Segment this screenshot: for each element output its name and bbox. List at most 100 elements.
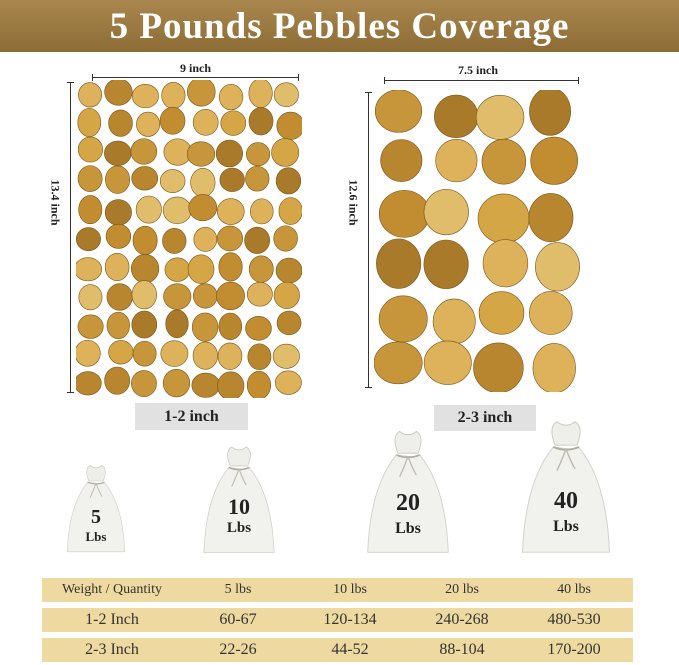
- pebble: [108, 340, 134, 365]
- pebble: [481, 138, 527, 185]
- pebble: [162, 228, 187, 254]
- bag-40-lbs: 40 Lbs: [510, 418, 622, 554]
- pebble: [164, 257, 191, 282]
- header-cell: 40 lbs: [557, 582, 591, 597]
- pebble: [131, 83, 159, 109]
- dimension-tick: [92, 74, 93, 81]
- pebble: [105, 223, 132, 249]
- pebble: [130, 254, 160, 284]
- pebble: [162, 196, 192, 225]
- width-label: 7.5 inch: [458, 63, 499, 77]
- dimension-tick: [67, 392, 74, 393]
- pebble: [247, 343, 272, 371]
- pebble: [132, 340, 157, 367]
- page-title: 5 Pounds Pebbles Coverage: [109, 5, 570, 47]
- pebble: [76, 227, 101, 252]
- pebble: [378, 190, 430, 238]
- pebble: [475, 94, 525, 140]
- pebble: [78, 195, 103, 225]
- pebble: [192, 109, 219, 136]
- pebble: [276, 310, 302, 336]
- pebble: [376, 238, 422, 289]
- pebble: [250, 198, 274, 225]
- bag-icon: [522, 421, 610, 553]
- pebble: [435, 139, 478, 183]
- table-row: 1-2 Inch 60-67 120-134 240-268 480-530: [42, 608, 633, 632]
- dimension-tick: [578, 77, 579, 84]
- pebble: [76, 371, 102, 396]
- pebble: [104, 80, 133, 106]
- pebble: [76, 257, 103, 282]
- height-label: 12.6 inch: [346, 179, 361, 226]
- pebble: [130, 138, 158, 165]
- pebble: [374, 341, 423, 385]
- pebble: [163, 283, 192, 310]
- pebble: [136, 111, 161, 137]
- pebble: [477, 193, 530, 244]
- pebble: [275, 257, 302, 284]
- pebble: [77, 136, 103, 163]
- pebble: [159, 106, 186, 135]
- pebble: [132, 225, 158, 255]
- pebble: [245, 165, 270, 192]
- pebble: [273, 225, 298, 252]
- pebble: [432, 298, 476, 345]
- table-cell: 22-26: [219, 641, 257, 658]
- pebble: [219, 167, 245, 192]
- pebble: [104, 253, 130, 281]
- pebble: [478, 291, 525, 335]
- pebble: [131, 166, 159, 191]
- pebble: [106, 311, 130, 340]
- pebble: [162, 369, 191, 398]
- pebble: [78, 82, 102, 108]
- pebble: [378, 295, 428, 343]
- dimension-tick: [365, 92, 372, 93]
- dimension-tick: [298, 74, 299, 81]
- pebble: [188, 194, 218, 222]
- bag-icon: [203, 446, 275, 553]
- pebble: [535, 242, 580, 292]
- pebble: [215, 139, 243, 168]
- width-dimension-line: [384, 80, 578, 81]
- bag-icon: [367, 430, 449, 553]
- pebble: [104, 366, 131, 395]
- pebble: [272, 343, 300, 369]
- table-cell: 480-530: [547, 611, 601, 628]
- pebble: [187, 254, 215, 284]
- pebble: [106, 283, 133, 311]
- size-label-small: 1-2 inch: [135, 403, 248, 430]
- pebble: [273, 82, 299, 108]
- row-label: 1-2 Inch: [85, 611, 139, 628]
- pebble: [271, 138, 300, 167]
- pebble: [529, 291, 573, 335]
- pebble: [276, 111, 302, 140]
- pebble: [218, 252, 243, 282]
- bag-20-lbs: 20 Lbs: [355, 428, 461, 554]
- pebble: [190, 168, 216, 198]
- pebble: [246, 371, 272, 398]
- pebble: [220, 110, 247, 136]
- pebble: [186, 141, 216, 167]
- dimension-tick: [384, 77, 385, 84]
- pebble: [135, 195, 162, 224]
- pebble: [275, 167, 302, 195]
- width-label: 9 inch: [180, 61, 212, 75]
- header-cell: 10 lbs: [333, 582, 367, 597]
- pebble: [108, 109, 133, 137]
- pebble: [193, 283, 218, 309]
- table-cell: 170-200: [547, 641, 601, 658]
- width-dimension-line: [92, 77, 298, 78]
- small-pebbles-image: [76, 80, 302, 398]
- pebble: [193, 227, 218, 252]
- pebble: [131, 280, 157, 310]
- pebble: [423, 189, 469, 236]
- pebble: [275, 370, 302, 395]
- pebble: [218, 312, 243, 341]
- table-cell: 88-104: [439, 641, 485, 658]
- pebble: [104, 140, 132, 166]
- pebble: [216, 281, 245, 311]
- pebble: [217, 371, 245, 398]
- pebble: [77, 314, 104, 339]
- pebble: [248, 255, 274, 283]
